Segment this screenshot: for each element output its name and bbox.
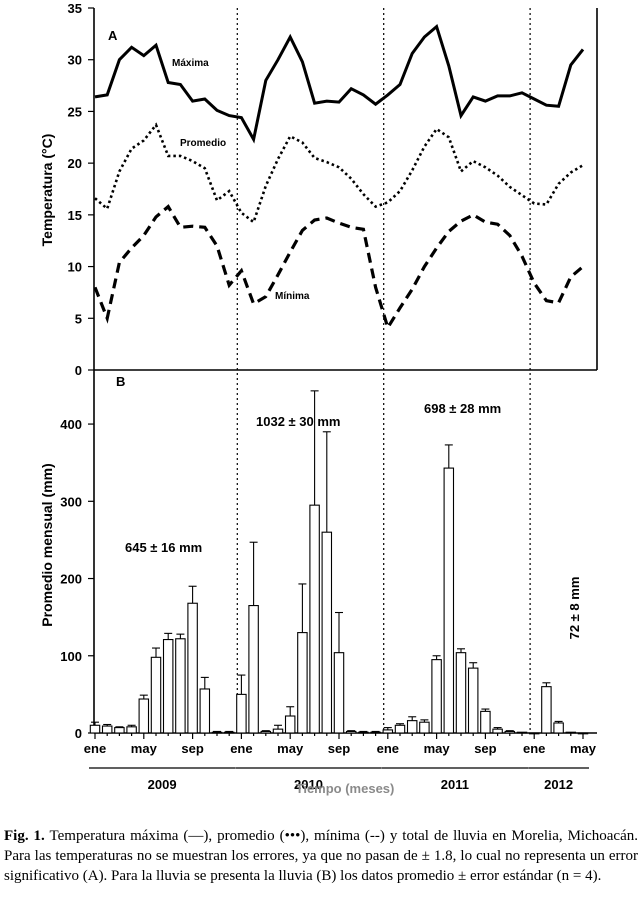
panel-a-label: A (108, 28, 118, 43)
rain-bar (480, 710, 491, 734)
x-axis: ene may sep ene may sep ene may sep ene may 2009 201… (84, 733, 597, 792)
x-tick-label: ene (230, 741, 252, 756)
total-2011: 698 ± 28 mm (424, 401, 501, 416)
rain-bar (223, 731, 235, 734)
rain-bar (297, 632, 308, 734)
x-tick-label: sep (474, 741, 496, 756)
rain-bar (553, 722, 564, 734)
y-axis-title-rain: Promedio mensual (mm) (39, 463, 55, 626)
rain-bar (370, 731, 381, 734)
total-2012: 72 ± 8 mm (567, 577, 582, 640)
rain-bar (504, 730, 516, 734)
panel-a-y-axis: 0 5 10 15 20 25 30 35 (68, 1, 94, 378)
label-promedio: Promedio (180, 138, 226, 149)
rain-bar (150, 656, 162, 734)
rain-bar (138, 698, 150, 734)
rain-bar (199, 688, 211, 734)
minima-line (93, 204, 585, 332)
rain-bar (321, 531, 333, 734)
panel-b-label: B (116, 374, 125, 389)
rain-bar (443, 467, 455, 734)
year-label: 2009 (148, 777, 177, 792)
total-2009: 645 ± 16 mm (125, 540, 202, 555)
label-maxima: Máxima (172, 58, 209, 69)
total-2010: 1032 ± 30 mm (256, 414, 340, 429)
temperature-lines (93, 23, 585, 332)
y-tick-label-temp: 35 (68, 1, 82, 16)
y-tick-label-temp: 0 (75, 363, 82, 378)
x-tick-label: sep (328, 741, 350, 756)
y-tick-label-rain: 0 (75, 726, 82, 741)
figure-caption: Fig. 1. Temperatura máxima (—), promedio… (4, 826, 638, 886)
panel-b-y-axis: 0 100 200 300 400 (60, 417, 94, 741)
rain-bar (467, 667, 479, 734)
y-tick-label-temp: 20 (68, 156, 82, 171)
x-tick-label: sep (181, 741, 203, 756)
rain-bar (382, 729, 394, 734)
y-tick-label-temp: 15 (68, 208, 82, 223)
y-tick-label-temp: 25 (68, 104, 82, 119)
y-tick-label-temp: 30 (68, 53, 82, 68)
x-tick-label: may (131, 741, 158, 756)
y-tick-label-rain: 400 (60, 417, 82, 432)
rain-bar (492, 728, 503, 734)
y-axis-title-temperature: Temperatura (°C) (39, 134, 55, 247)
rain-bar (187, 602, 198, 734)
maxima-line (94, 23, 585, 144)
rain-bar (126, 726, 137, 734)
rain-bar (236, 693, 247, 734)
caption-label: Fig. 1. (4, 828, 45, 844)
year-label: 2010 (294, 777, 323, 792)
rain-bar (272, 728, 284, 734)
promedio-line (94, 122, 584, 225)
rain-bars (89, 390, 589, 735)
year-label: 2011 (441, 777, 469, 792)
rain-bar (248, 605, 259, 734)
x-tick-label: may (277, 741, 304, 756)
rain-bar (431, 659, 442, 734)
rain-bar (89, 724, 101, 734)
rain-bar (516, 731, 528, 734)
rain-bar (345, 730, 357, 734)
rain-bar (394, 724, 406, 734)
y-tick-label-temp: 10 (68, 260, 82, 275)
x-tick-label: ene (523, 741, 545, 756)
y-tick-label-rain: 200 (60, 572, 82, 587)
year-label: 2012 (544, 777, 573, 792)
rain-bar (541, 686, 552, 734)
x-tick-label: may (424, 741, 451, 756)
rain-bar (309, 504, 320, 734)
y-tick-label-temp: 5 (75, 311, 82, 326)
rain-bar (565, 731, 577, 734)
rain-bar (162, 638, 174, 734)
caption-text: Temperatura máxima (—), promedio (•••), … (4, 828, 638, 884)
x-axis-title: Tiempo (meses) (296, 781, 395, 796)
rain-bar (260, 730, 272, 734)
rain-bar (284, 715, 296, 734)
x-tick-label: may (570, 741, 597, 756)
rain-bar (101, 725, 113, 734)
label-minima: Mínima (275, 291, 310, 302)
rain-bar (406, 720, 418, 734)
rain-bar (175, 638, 186, 734)
rain-bar (358, 731, 369, 734)
rain-bar (114, 727, 125, 734)
y-tick-label-rain: 100 (60, 649, 82, 664)
rain-bar (455, 652, 467, 734)
rain-bar (419, 721, 430, 734)
x-tick-label: ene (377, 741, 399, 756)
rain-bar (333, 652, 345, 734)
x-tick-label: ene (84, 741, 106, 756)
rain-bar (211, 731, 223, 734)
y-tick-label-rain: 300 (60, 494, 82, 509)
panel-a-frame (93, 8, 598, 371)
year-separators (236, 8, 531, 733)
